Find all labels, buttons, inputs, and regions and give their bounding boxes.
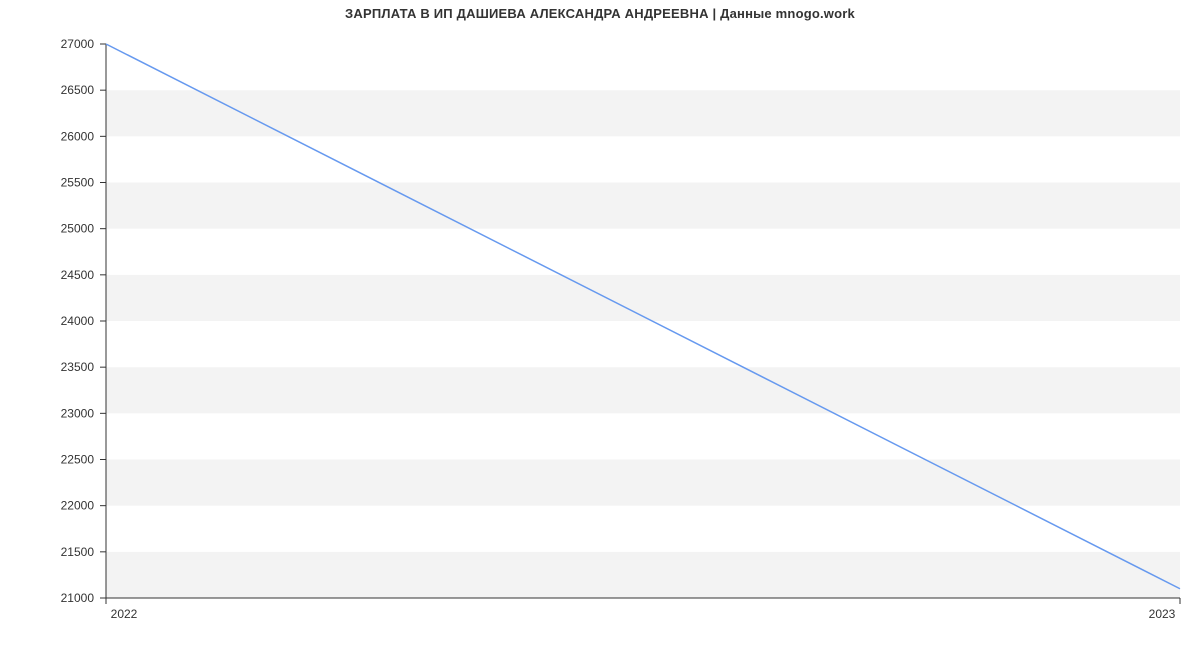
y-tick-label: 27000 — [61, 37, 95, 51]
y-tick-label: 26000 — [61, 129, 95, 143]
y-tick-label: 22000 — [61, 499, 95, 513]
grid-band — [106, 367, 1180, 413]
grid-band — [106, 552, 1180, 598]
y-tick-label: 23000 — [61, 406, 95, 420]
y-tick-label: 24000 — [61, 314, 95, 328]
chart-container: ЗАРПЛАТА В ИП ДАШИЕВА АЛЕКСАНДРА АНДРЕЕВ… — [0, 0, 1200, 650]
y-tick-label: 26500 — [61, 83, 95, 97]
chart-svg: 21000 21500 22000 22500 23000 23500 24000 24500… — [0, 0, 1200, 650]
grid-band — [106, 275, 1180, 321]
y-tick-label: 22500 — [61, 453, 95, 467]
x-tick-label: 2023 — [1149, 607, 1176, 621]
y-tick-label: 21000 — [61, 591, 95, 605]
x-tick-label: 2022 — [111, 607, 138, 621]
y-tick-label: 23500 — [61, 360, 95, 374]
grid-band — [106, 460, 1180, 506]
y-tick-label: 25500 — [61, 176, 95, 190]
grid-band — [106, 413, 1180, 459]
grid-band — [106, 506, 1180, 552]
grid-band — [106, 44, 1180, 90]
y-tick-label: 21500 — [61, 545, 95, 559]
grid-band — [106, 321, 1180, 367]
grid-band — [106, 183, 1180, 229]
grid-band — [106, 90, 1180, 136]
y-tick-label: 24500 — [61, 268, 95, 282]
y-tick-label: 25000 — [61, 222, 95, 236]
grid-band — [106, 229, 1180, 275]
grid-band — [106, 136, 1180, 182]
